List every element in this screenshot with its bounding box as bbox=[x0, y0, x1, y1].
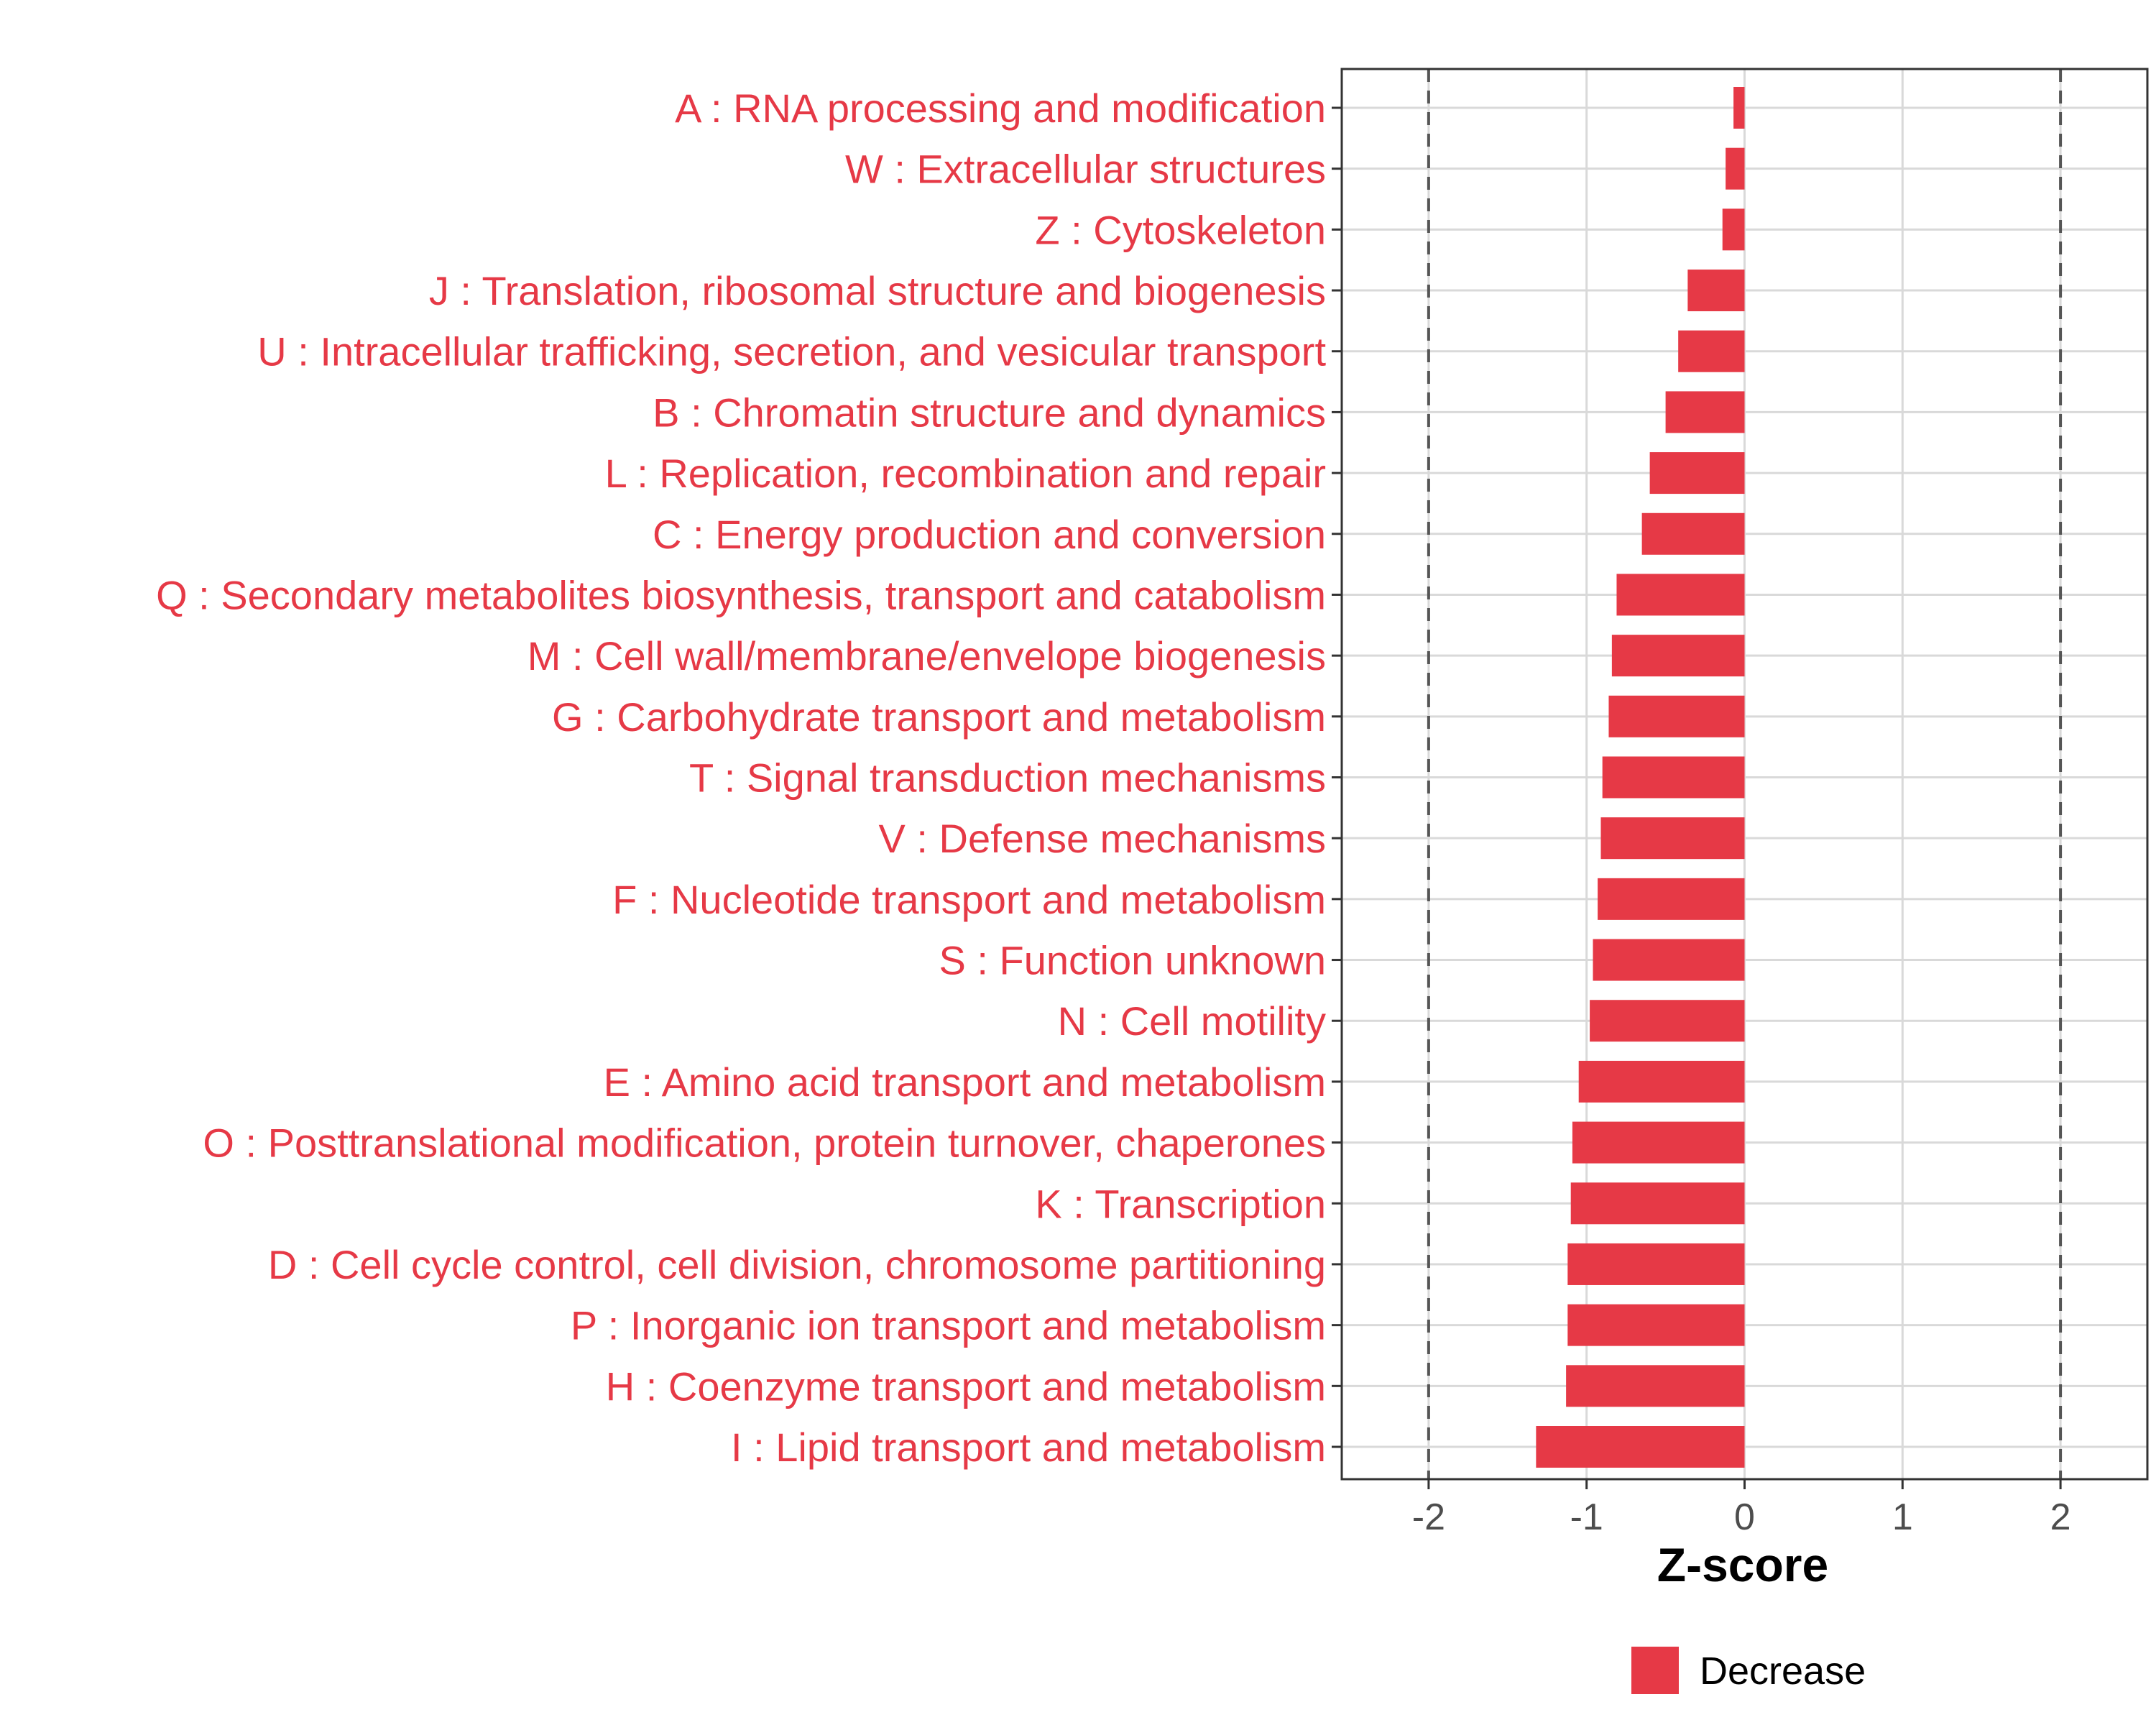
x-axis-title: Z-score bbox=[1657, 1538, 1828, 1591]
x-tick-label-1: -1 bbox=[1570, 1496, 1603, 1538]
bar-15 bbox=[1590, 1000, 1745, 1042]
bar-3 bbox=[1687, 270, 1745, 312]
bar-5 bbox=[1665, 391, 1745, 433]
x-tick-label-4: 2 bbox=[2050, 1496, 2071, 1538]
x-axis-ticks: -2 -1 0 1 2 bbox=[1412, 1479, 2071, 1538]
bar-9 bbox=[1611, 635, 1745, 677]
x-tick-label-2: 0 bbox=[1734, 1496, 1755, 1538]
category-label-22: I : Lipid transport and metabolism bbox=[731, 1425, 1326, 1470]
category-label-13: F : Nucleotide transport and metabolism bbox=[612, 877, 1326, 922]
bar-8 bbox=[1616, 574, 1745, 616]
category-label-1: W : Extracellular structures bbox=[845, 147, 1326, 192]
bar-16 bbox=[1578, 1060, 1745, 1103]
legend: Decrease bbox=[1631, 1647, 1866, 1694]
legend-label-decrease: Decrease bbox=[1700, 1650, 1866, 1693]
legend-swatch-decrease bbox=[1631, 1647, 1679, 1694]
category-label-14: S : Function unknown bbox=[939, 938, 1326, 983]
x-tick-label-3: 1 bbox=[1892, 1496, 1913, 1538]
category-label-15: N : Cell motility bbox=[1058, 998, 1326, 1044]
category-label-6: L : Replication, recombination and repai… bbox=[605, 451, 1326, 496]
reference-lines bbox=[1427, 69, 2063, 1479]
bar-22 bbox=[1536, 1426, 1745, 1468]
category-label-18: K : Transcription bbox=[1035, 1181, 1326, 1226]
bar-12 bbox=[1600, 817, 1745, 860]
bar-20 bbox=[1567, 1304, 1745, 1346]
category-label-12: V : Defense mechanisms bbox=[879, 816, 1326, 861]
category-label-16: E : Amino acid transport and metabolism bbox=[604, 1059, 1326, 1105]
bar-11 bbox=[1602, 756, 1745, 799]
category-label-7: C : Energy production and conversion bbox=[653, 512, 1326, 557]
bars bbox=[1536, 87, 1745, 1468]
bar-6 bbox=[1649, 452, 1745, 494]
bar-17 bbox=[1572, 1121, 1745, 1164]
bar-10 bbox=[1608, 695, 1745, 737]
bar-7 bbox=[1641, 512, 1745, 555]
category-label-20: P : Inorganic ion transport and metaboli… bbox=[571, 1303, 1326, 1348]
category-labels: A : RNA processing and modification W : E… bbox=[156, 86, 1342, 1470]
category-label-3: J : Translation, ribosomal structure and… bbox=[429, 268, 1326, 313]
bar-4 bbox=[1678, 330, 1745, 372]
category-label-21: H : Coenzyme transport and metabolism bbox=[606, 1363, 1326, 1409]
bar-1 bbox=[1726, 147, 1745, 190]
bar-14 bbox=[1593, 939, 1745, 981]
category-label-19: D : Cell cycle control, cell division, c… bbox=[268, 1242, 1326, 1287]
category-label-10: G : Carbohydrate transport and metabolis… bbox=[552, 694, 1326, 740]
bar-18 bbox=[1570, 1182, 1745, 1225]
category-label-17: O : Posttranslational modification, prot… bbox=[203, 1121, 1326, 1166]
category-label-11: T : Signal transduction mechanisms bbox=[689, 755, 1326, 801]
x-tick-label-0: -2 bbox=[1412, 1496, 1445, 1538]
bar-0 bbox=[1733, 87, 1745, 129]
category-label-8: Q : Secondary metabolites biosynthesis, … bbox=[156, 572, 1326, 617]
category-label-5: B : Chromatin structure and dynamics bbox=[653, 390, 1326, 435]
category-label-0: A : RNA processing and modification bbox=[675, 86, 1326, 131]
category-label-4: U : Intracellular trafficking, secretion… bbox=[257, 329, 1326, 374]
bar-21 bbox=[1566, 1365, 1745, 1407]
category-label-9: M : Cell wall/membrane/envelope biogenes… bbox=[528, 633, 1326, 678]
bar-2 bbox=[1722, 208, 1745, 251]
bar-19 bbox=[1567, 1243, 1745, 1285]
category-label-2: Z : Cytoskeleton bbox=[1035, 207, 1326, 252]
bar-13 bbox=[1598, 878, 1745, 920]
